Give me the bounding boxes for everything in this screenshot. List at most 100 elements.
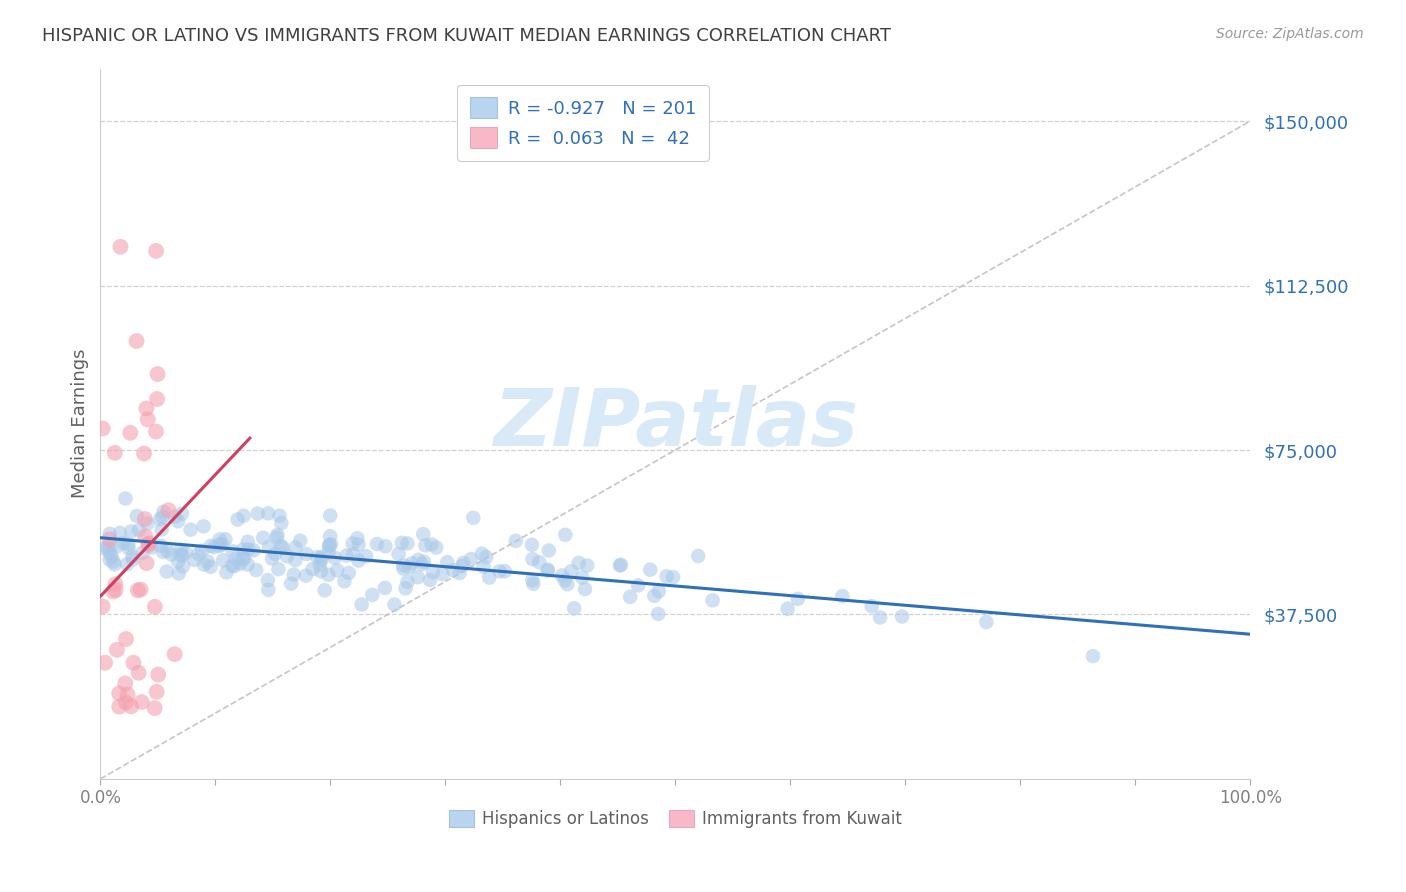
Point bbox=[568, 556, 591, 570]
Point bbox=[120, 524, 142, 539]
Point bbox=[627, 578, 650, 592]
Point bbox=[117, 541, 139, 556]
Point bbox=[115, 632, 138, 646]
Point bbox=[136, 412, 159, 426]
Point bbox=[662, 570, 685, 584]
Point bbox=[311, 552, 333, 566]
Point bbox=[128, 665, 150, 680]
Point bbox=[314, 583, 336, 598]
Point bbox=[169, 548, 191, 562]
Point bbox=[522, 573, 544, 587]
Point bbox=[129, 582, 152, 597]
Point bbox=[638, 563, 661, 577]
Point bbox=[382, 598, 405, 612]
Point bbox=[537, 563, 560, 577]
Point bbox=[276, 549, 298, 564]
Point bbox=[432, 567, 454, 582]
Point bbox=[134, 512, 156, 526]
Point bbox=[260, 551, 283, 566]
Point bbox=[252, 531, 274, 545]
Point bbox=[394, 582, 416, 596]
Point bbox=[211, 537, 233, 551]
Point bbox=[222, 544, 245, 558]
Point bbox=[422, 565, 444, 579]
Point bbox=[114, 676, 136, 690]
Point bbox=[398, 560, 420, 574]
Point bbox=[112, 536, 135, 550]
Point bbox=[374, 539, 396, 553]
Point bbox=[193, 558, 215, 572]
Point bbox=[117, 537, 139, 551]
Point bbox=[141, 541, 163, 555]
Point bbox=[167, 514, 190, 528]
Point bbox=[266, 528, 288, 542]
Point bbox=[269, 508, 291, 523]
Point bbox=[688, 549, 710, 563]
Point bbox=[229, 557, 252, 571]
Point bbox=[108, 686, 131, 700]
Point bbox=[103, 555, 125, 569]
Point bbox=[366, 537, 388, 551]
Point bbox=[335, 549, 357, 563]
Point bbox=[136, 538, 159, 552]
Point bbox=[221, 558, 243, 573]
Point bbox=[280, 576, 302, 591]
Point bbox=[232, 552, 254, 566]
Point bbox=[132, 446, 155, 460]
Point bbox=[295, 547, 318, 561]
Point bbox=[283, 567, 305, 582]
Point bbox=[120, 425, 142, 440]
Point bbox=[309, 558, 332, 572]
Point bbox=[100, 549, 122, 564]
Point bbox=[309, 564, 332, 578]
Point bbox=[179, 523, 201, 537]
Point bbox=[408, 553, 430, 567]
Point bbox=[187, 547, 209, 561]
Point bbox=[202, 540, 225, 554]
Point bbox=[451, 559, 474, 574]
Point bbox=[529, 555, 551, 569]
Point bbox=[167, 555, 190, 569]
Point bbox=[342, 536, 364, 550]
Point bbox=[215, 566, 238, 580]
Point bbox=[232, 542, 254, 557]
Point bbox=[143, 701, 166, 715]
Point bbox=[257, 507, 280, 521]
Point bbox=[537, 543, 560, 558]
Point bbox=[163, 647, 186, 661]
Point bbox=[554, 528, 576, 542]
Point bbox=[163, 509, 186, 524]
Point bbox=[406, 570, 429, 584]
Point bbox=[350, 598, 373, 612]
Point bbox=[146, 367, 169, 381]
Point bbox=[342, 547, 364, 561]
Point bbox=[318, 539, 340, 553]
Point bbox=[135, 401, 157, 416]
Point bbox=[232, 508, 254, 523]
Point bbox=[891, 609, 914, 624]
Point bbox=[284, 553, 307, 567]
Point bbox=[301, 562, 323, 576]
Point bbox=[494, 564, 516, 578]
Point bbox=[242, 543, 264, 558]
Point bbox=[860, 599, 883, 613]
Point bbox=[319, 537, 342, 551]
Point bbox=[475, 550, 498, 565]
Point bbox=[609, 558, 631, 573]
Point bbox=[419, 573, 441, 587]
Point bbox=[522, 552, 544, 566]
Point bbox=[411, 557, 433, 571]
Point bbox=[396, 574, 419, 589]
Point bbox=[256, 573, 278, 587]
Point bbox=[131, 695, 153, 709]
Point bbox=[436, 555, 458, 569]
Text: ZIPatlas: ZIPatlas bbox=[492, 384, 858, 463]
Point bbox=[98, 526, 121, 541]
Point bbox=[170, 542, 193, 557]
Point bbox=[326, 563, 349, 577]
Point bbox=[108, 699, 131, 714]
Point bbox=[257, 582, 280, 597]
Point bbox=[323, 550, 346, 565]
Point bbox=[557, 577, 579, 591]
Point bbox=[554, 574, 576, 588]
